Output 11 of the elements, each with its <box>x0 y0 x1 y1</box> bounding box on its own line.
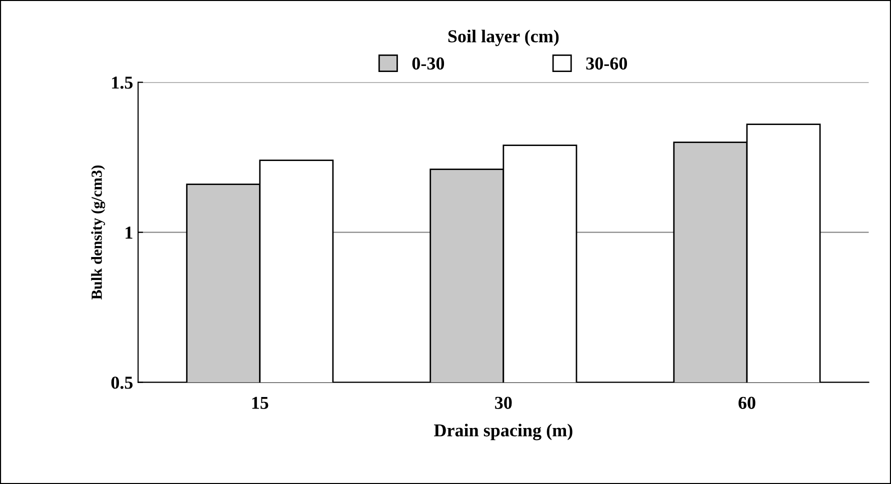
legend-title: Soil layer (cm) <box>448 30 559 46</box>
x-axis-title: Drain spacing (m) <box>434 424 572 440</box>
y-tick-label: 0.5 <box>111 376 133 389</box>
y-tick-label: 1 <box>126 226 132 239</box>
x-tick-label: 60 <box>738 396 756 409</box>
y-axis-title: Bulk density (g/cm3) <box>91 166 106 300</box>
y-tick-label: 1.5 <box>112 76 133 89</box>
x-tick-label: 15 <box>252 396 268 409</box>
legend-label: 30-60 <box>586 57 628 70</box>
legend-label: 0-30 <box>412 57 444 70</box>
x-tick-label: 30 <box>495 396 512 409</box>
